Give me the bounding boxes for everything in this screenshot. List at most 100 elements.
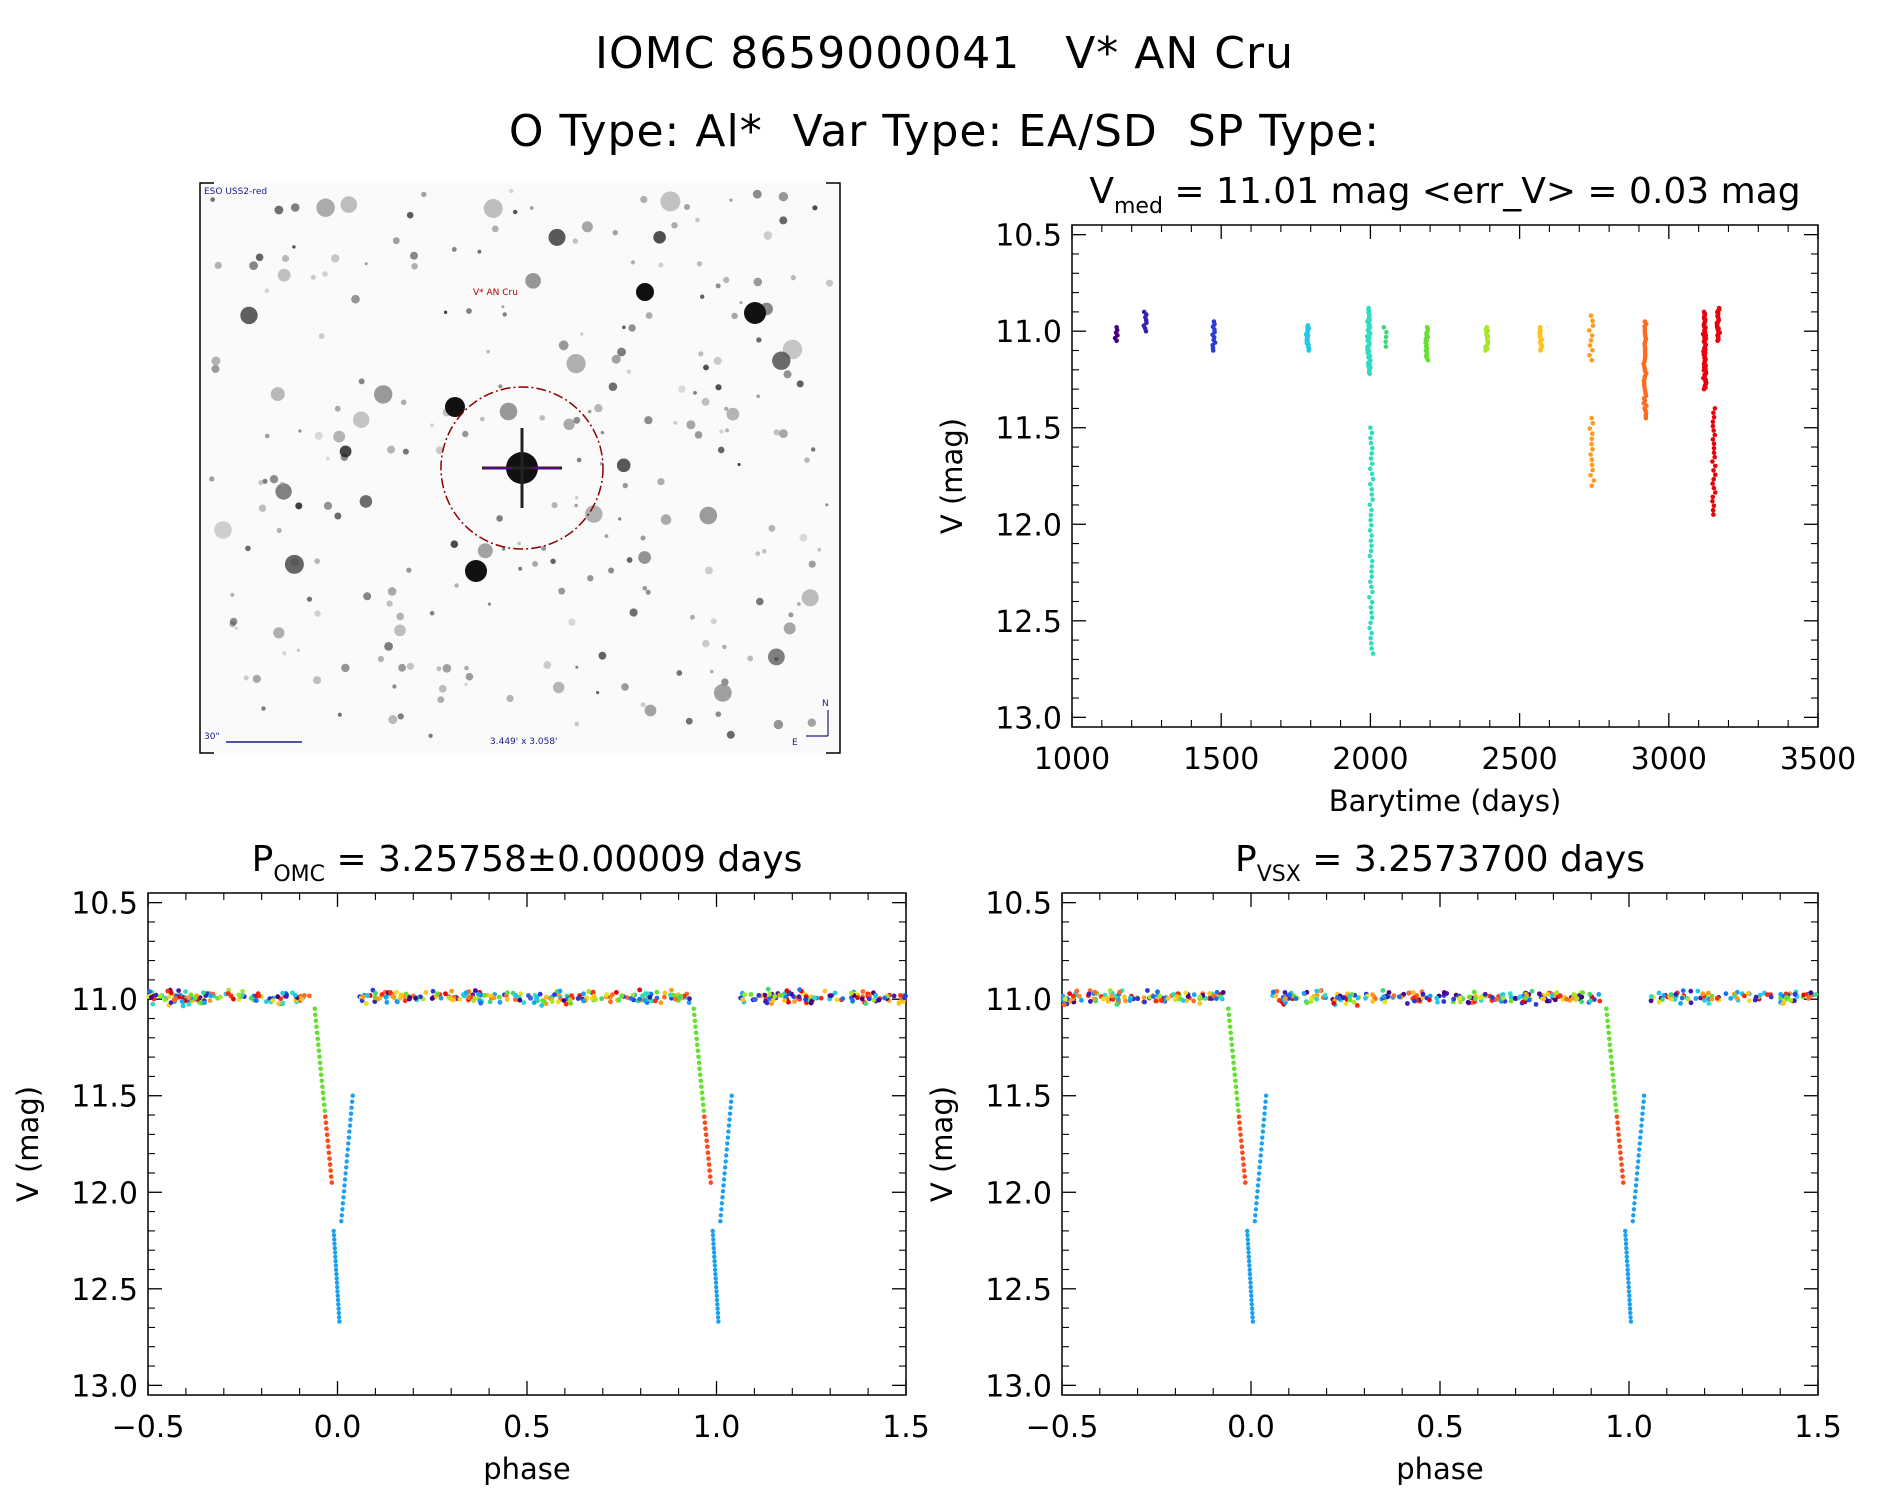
phase-point <box>687 996 692 1002</box>
eclipse-point <box>318 1072 324 1078</box>
eclipse-point <box>1245 1241 1251 1247</box>
finder-star <box>628 324 636 332</box>
eclipse-point <box>333 1267 339 1273</box>
lightcurve-point <box>1587 343 1593 348</box>
lightcurve-point <box>1369 430 1375 436</box>
eclipse-point <box>1639 1117 1645 1122</box>
phase-point <box>1741 993 1747 999</box>
lightcurve-point <box>1370 461 1375 467</box>
eclipse-point <box>710 1228 715 1234</box>
lightcurve-point <box>1369 569 1374 574</box>
phase-point <box>567 997 573 1003</box>
eclipse-point <box>720 1195 725 1200</box>
finder-star <box>269 475 279 484</box>
phase-point <box>649 998 655 1004</box>
finder-star <box>713 683 732 702</box>
phase-point <box>1523 995 1528 1001</box>
eclipse-point <box>317 1060 323 1066</box>
y-tick-label: 12.0 <box>995 508 1062 543</box>
phase-point <box>1273 993 1279 999</box>
finder-star <box>298 429 302 433</box>
finder-star <box>630 260 636 265</box>
finder-star <box>678 385 686 393</box>
y-tick-label: 13.0 <box>985 1369 1052 1404</box>
finder-bright-star <box>636 283 654 301</box>
eclipse-point <box>696 1054 701 1060</box>
finder-star <box>496 515 503 522</box>
finder-star <box>622 482 628 489</box>
eclipse-point <box>1623 1233 1628 1238</box>
phase-point <box>1410 990 1416 995</box>
phase-point <box>896 1001 902 1006</box>
phase-point <box>616 997 622 1003</box>
lightcurve-point <box>1369 507 1374 513</box>
lightcurve-point <box>1589 415 1594 421</box>
phase-point <box>1757 992 1763 998</box>
eclipse-point <box>693 1030 699 1036</box>
phase-point <box>752 997 758 1003</box>
eclipse-point <box>728 1105 733 1110</box>
y-tick-label: 11.0 <box>995 315 1062 350</box>
lightcurve-point <box>1538 348 1543 353</box>
finder-star <box>621 683 629 691</box>
finder-star <box>686 420 696 430</box>
finder-star <box>443 310 448 314</box>
phase-point <box>803 997 808 1002</box>
phase-point <box>778 993 784 998</box>
eclipse-point <box>1230 1054 1236 1060</box>
lightcurve-point <box>1712 406 1718 411</box>
y-tick-label: 13.0 <box>71 1369 138 1404</box>
lightcurve-point <box>1381 325 1387 330</box>
lightcurve-point <box>1369 630 1374 636</box>
eclipse-point <box>724 1153 729 1158</box>
phase-point <box>1541 996 1547 1002</box>
finder-star <box>608 567 615 574</box>
finder-star <box>626 369 632 375</box>
lightcurve-points <box>1112 305 1722 656</box>
finder-star <box>388 715 398 725</box>
phase-point <box>1808 990 1814 996</box>
eclipse-point <box>1229 1036 1234 1042</box>
eclipse-point <box>1616 1138 1622 1143</box>
finder-star <box>825 279 834 287</box>
eclipse-point <box>1627 1293 1632 1298</box>
finder-star <box>310 274 316 280</box>
phase-point <box>1363 995 1368 1001</box>
chart-title-rest: = 3.2573700 days <box>1301 839 1645 880</box>
phase-point <box>228 993 234 999</box>
phase-point <box>1806 996 1811 1001</box>
phase-point <box>275 994 281 1000</box>
finder-star <box>290 203 300 212</box>
phase-point <box>1174 994 1180 1000</box>
eclipse-point <box>1618 1156 1624 1161</box>
finder-star <box>211 365 220 373</box>
phase-point <box>394 989 399 995</box>
chart-title-rest: = 3.25758±0.00009 days <box>325 839 802 880</box>
eclipse-point <box>1618 1150 1623 1155</box>
eclipse-point <box>333 1258 338 1264</box>
chart-title: PVSX = 3.2573700 days <box>1235 839 1645 887</box>
phase-point <box>539 1003 545 1008</box>
lightcurve-point <box>1589 483 1594 489</box>
finder-star <box>262 478 268 484</box>
eclipse-point <box>715 1306 720 1311</box>
phase-point <box>1117 989 1122 995</box>
phase-point <box>549 999 555 1004</box>
phase-point <box>1405 1001 1410 1006</box>
eclipse-point <box>1623 1228 1628 1234</box>
phase-point <box>676 994 682 1000</box>
finder-star <box>568 618 576 626</box>
phase-point <box>1283 996 1288 1001</box>
phase-point <box>1105 996 1110 1002</box>
eclipse-point <box>348 1111 354 1116</box>
lightcurve-point <box>1710 499 1715 504</box>
eclipse-point <box>1608 1048 1613 1054</box>
finder-star <box>653 231 666 244</box>
finder-star <box>644 704 657 717</box>
eclipse-point <box>1227 1018 1232 1024</box>
phase-point <box>834 997 840 1002</box>
phase-point <box>822 988 828 994</box>
finder-star <box>483 199 503 218</box>
finder-star <box>779 216 788 225</box>
x-tick-label: 2500 <box>1481 742 1557 777</box>
